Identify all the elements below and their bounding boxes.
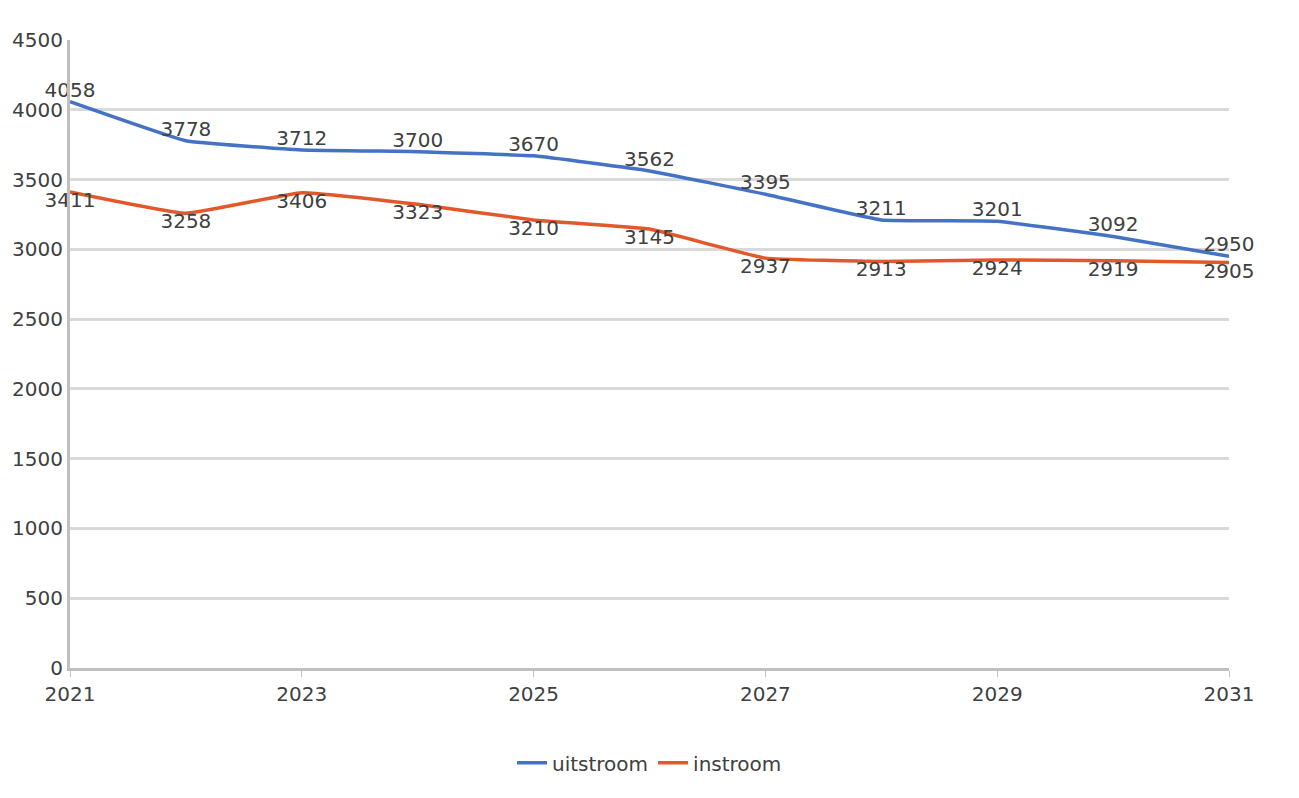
svg-text:3211: 3211 [856,196,907,220]
svg-text:3145: 3145 [624,225,675,249]
svg-text:instroom: instroom [693,752,781,776]
svg-text:3700: 3700 [392,128,443,152]
svg-text:3395: 3395 [740,170,791,194]
svg-text:3562: 3562 [624,147,675,171]
svg-text:3778: 3778 [160,117,211,141]
svg-text:2905: 2905 [1204,259,1255,283]
svg-text:2500: 2500 [12,307,63,331]
svg-text:3258: 3258 [160,209,211,233]
svg-text:2950: 2950 [1204,232,1255,256]
svg-text:3201: 3201 [972,197,1023,221]
svg-text:2937: 2937 [740,254,791,278]
svg-text:3323: 3323 [392,200,443,224]
svg-text:4500: 4500 [12,28,63,52]
svg-text:2029: 2029 [972,682,1023,706]
svg-text:2913: 2913 [856,257,907,281]
svg-text:3670: 3670 [508,132,559,156]
svg-text:2924: 2924 [972,256,1023,280]
svg-text:1000: 1000 [12,516,63,540]
svg-text:3000: 3000 [12,237,63,261]
svg-text:2000: 2000 [12,377,63,401]
svg-text:1500: 1500 [12,447,63,471]
svg-text:4000: 4000 [12,98,63,122]
svg-text:uitstroom: uitstroom [552,752,648,776]
svg-text:3210: 3210 [508,216,559,240]
svg-text:2025: 2025 [508,682,559,706]
svg-text:3092: 3092 [1088,212,1139,236]
svg-text:3411: 3411 [45,188,96,212]
svg-text:3406: 3406 [276,189,327,213]
svg-text:3500: 3500 [12,168,63,192]
svg-text:3712: 3712 [276,126,327,150]
svg-text:0: 0 [50,656,63,680]
svg-text:2021: 2021 [45,682,96,706]
svg-text:2031: 2031 [1204,682,1255,706]
svg-text:2919: 2919 [1088,257,1139,281]
svg-text:500: 500 [25,586,63,610]
svg-text:2027: 2027 [740,682,791,706]
svg-text:2023: 2023 [276,682,327,706]
svg-text:4058: 4058 [45,78,96,102]
